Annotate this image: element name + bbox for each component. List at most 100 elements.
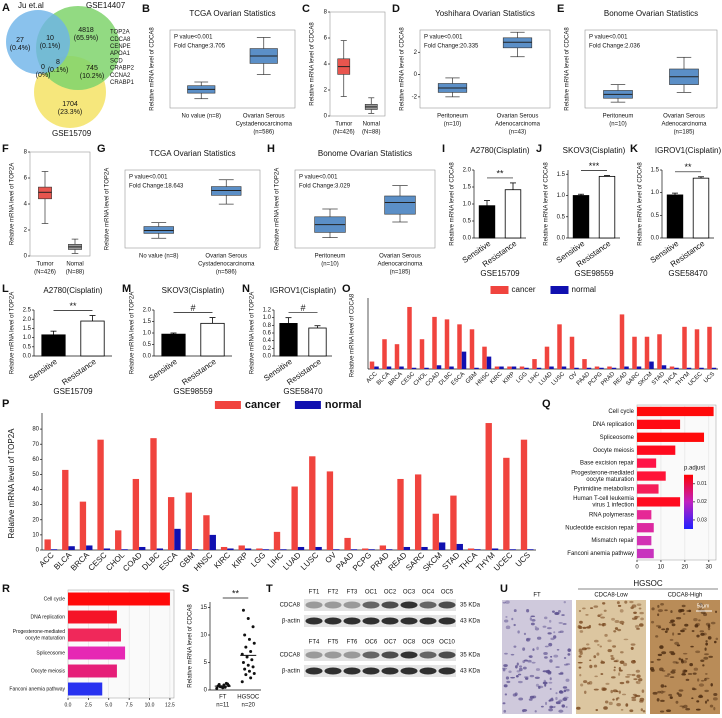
x-tick-label: Adenocarcinoma: [377, 262, 423, 268]
y-tick-label: 0: [324, 114, 328, 120]
nucleus: [696, 700, 700, 703]
bar: [561, 366, 567, 369]
venn-panel: A Ju et.al GSE14407 GSE15709 27 (0.4%) 1…: [2, 1, 126, 138]
bar: [637, 523, 654, 533]
y-axis-title: Relative mRNA level of TOP2A: [10, 163, 16, 245]
y-axis-title: Relative mRNA level of CDCA8: [400, 27, 406, 111]
y-axis-title: Relative mRNA level of TOP2A: [250, 292, 256, 374]
annotation: P value<0.001: [424, 35, 463, 41]
nucleus: [579, 673, 582, 677]
nucleus: [545, 701, 548, 706]
data-point: [252, 641, 256, 645]
panel-label: P: [2, 398, 9, 410]
lane-label: OC9: [422, 640, 435, 646]
data-point: [224, 681, 228, 685]
x-tick-label: Nomal: [363, 122, 380, 128]
nucleus: [633, 678, 638, 681]
nucleus: [536, 646, 539, 651]
nucleus: [510, 653, 515, 656]
nucleus: [608, 701, 613, 706]
protein-label: CDCA8: [280, 603, 301, 609]
nucleus: [549, 619, 552, 623]
nucleus: [705, 622, 711, 626]
nucleus: [620, 709, 624, 711]
x-tick-label: Adenocarcinoma: [661, 122, 707, 128]
nucleus: [638, 623, 644, 627]
region-pct: (0.1%): [40, 43, 61, 50]
lane-label: FT5: [328, 640, 339, 646]
nucleus: [522, 647, 526, 651]
panel-label: T: [266, 583, 273, 595]
bar: [519, 366, 525, 369]
nucleus: [683, 704, 688, 709]
nucleus: [650, 620, 655, 624]
nucleus: [558, 621, 563, 624]
bar: [79, 501, 87, 550]
nucleus: [517, 673, 522, 676]
bar: [382, 339, 387, 369]
nucleus: [655, 635, 659, 638]
bar: [692, 177, 710, 239]
x-tick-label: (n=185): [390, 270, 411, 276]
y-axis-title: Relative mRNA level of CDCA8: [150, 27, 156, 111]
bar: [532, 359, 537, 369]
data-point: [252, 672, 256, 675]
micrograph: [650, 600, 720, 714]
region-count: 8: [56, 59, 60, 66]
nucleus: [516, 662, 519, 666]
nucleus: [585, 614, 589, 616]
region-pct: (10.2%): [80, 73, 105, 80]
nucleus: [664, 675, 670, 677]
nucleus: [675, 661, 679, 664]
nucleus: [664, 685, 667, 688]
blot-band: [381, 617, 399, 625]
x-tick-label: (n=586): [216, 270, 237, 276]
nucleus: [685, 658, 689, 660]
nucleus: [619, 609, 624, 613]
legend-label: normal: [572, 285, 597, 294]
bar: [399, 366, 404, 369]
bar: [661, 365, 667, 369]
bar: [403, 546, 411, 550]
blot-band: [400, 617, 418, 625]
bar: [97, 439, 104, 550]
x-tick-label: Peritoneum: [315, 254, 346, 260]
x-tick-label: 2.5: [85, 702, 92, 708]
bar: [150, 438, 157, 550]
bar: [557, 324, 562, 369]
nucleus: [704, 647, 707, 651]
x-tick-label: BRCA: [69, 550, 92, 573]
y-axis-title: Relative mRNA level of CDCA8: [638, 162, 644, 246]
nucleus: [596, 652, 600, 656]
nucleus: [657, 626, 662, 629]
nucleus: [578, 666, 582, 669]
y-tick-label: Fanconi anemia pathway: [9, 686, 65, 692]
bar: [499, 366, 504, 369]
nucleus: [563, 663, 568, 666]
panel-label: H: [267, 143, 275, 155]
nucleus: [528, 655, 531, 658]
data-point: [250, 658, 254, 662]
nucleus: [715, 637, 719, 641]
y-tick-label: 0.2: [263, 346, 272, 352]
nucleus: [526, 609, 530, 613]
nucleus: [588, 681, 593, 685]
nucleus: [515, 665, 518, 669]
x-tick-label: Resistance: [60, 357, 98, 387]
nucleus: [563, 696, 569, 699]
nucleus: [713, 693, 718, 697]
bar: [68, 592, 170, 606]
lane-label: OC3: [403, 590, 416, 596]
y-tick-label: 1.5: [651, 168, 660, 174]
x-tick-label: FT: [219, 695, 227, 701]
data-point: [249, 650, 253, 653]
x-tick-sublabel: n=11: [216, 703, 230, 709]
nucleus: [700, 679, 705, 682]
nucleus: [525, 677, 529, 680]
x-tick-label: Nomal: [66, 262, 83, 268]
nucleus: [705, 640, 708, 643]
x-tick-label: Cystadenocarcinoma: [236, 122, 293, 128]
x-tick-label: KIRC: [212, 550, 232, 570]
nucleus: [503, 619, 509, 623]
legend-title: p.adjust: [684, 465, 705, 471]
